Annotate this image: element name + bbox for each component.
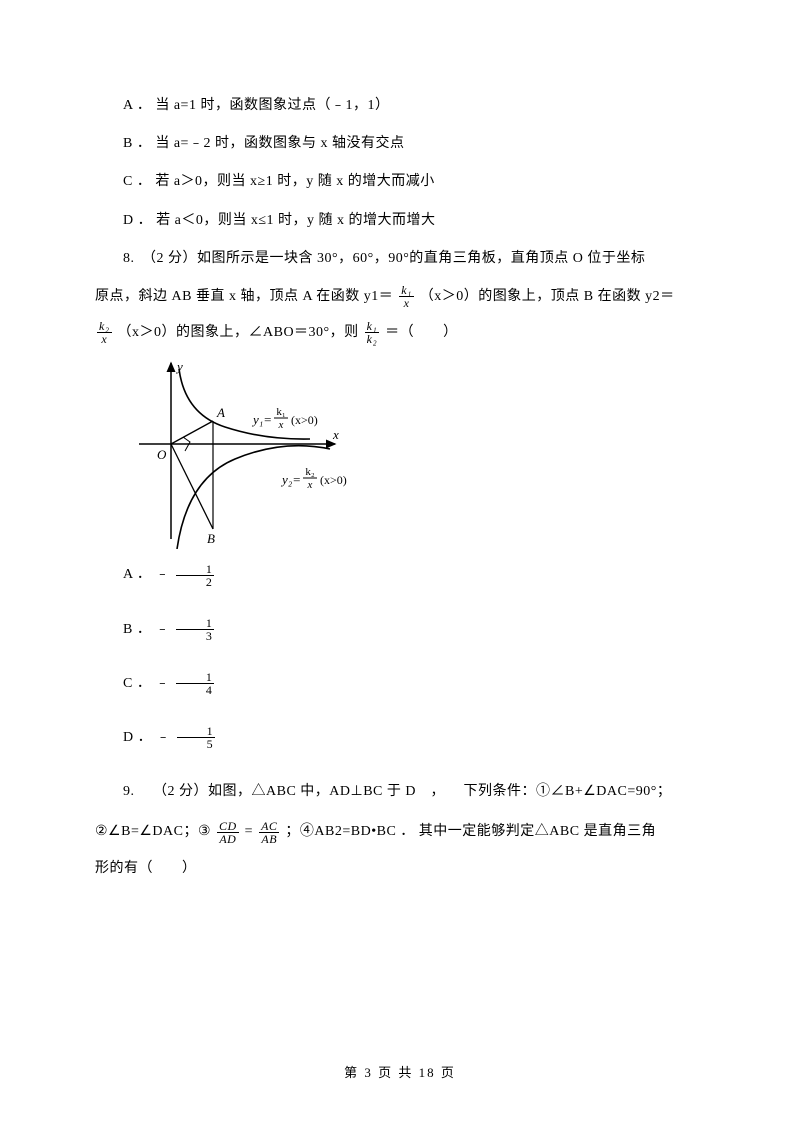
curve2-label-b: (x>0)	[320, 473, 347, 487]
q8-opt-c-frac: 1 4	[176, 671, 215, 696]
option-c: C ． 若 a＞0，则当 x≥1 时，y 随 x 的增大而减小	[95, 166, 705, 198]
q8-opt-a-frac: 1 2	[176, 563, 215, 588]
q8-stem-line2-a: 原点，斜边 AB 垂直 x 轴，顶点 A 在函数 y1＝	[95, 289, 397, 304]
frac-k1-k2: k₁ k₂	[365, 320, 380, 345]
frac-den: 3	[176, 630, 215, 642]
frac-den: 5	[177, 738, 216, 750]
frac-den: AD	[217, 833, 239, 845]
frac-den: k₂	[365, 333, 380, 345]
line-ob	[171, 444, 213, 529]
q9-stem-line2-c: ；④AB2=BD•BC ． 其中一定能够判定△ABC 是直角三角	[285, 824, 656, 839]
origin-label: O	[157, 447, 167, 462]
curve2-frac-num: k₂	[305, 466, 315, 478]
q9-stem-line2-a: ②∠B=∠DAC；③	[95, 824, 215, 839]
q8-figure-svg: y x O A B y₁= k₁ x (x>0) y₂= k₂ x (x>	[135, 359, 405, 549]
curve1-label: y₁= k₁ x (x>0)	[251, 406, 318, 431]
q8-opt-c-prefix: C ． ﹣	[123, 676, 170, 691]
curve-y2	[177, 446, 330, 549]
q8-option-a: A ． ﹣ 1 2	[95, 559, 705, 591]
option-a: A ． 当 a=1 时，函数图象过点（﹣1，1）	[95, 90, 705, 122]
curve1-label-b: (x>0)	[291, 413, 318, 427]
frac-k1-x: k₁ x	[399, 284, 414, 309]
q8-opt-a-prefix: A ． ﹣	[123, 567, 170, 582]
q8-opt-b-frac: 1 3	[176, 617, 215, 642]
q9-stem-line2: ②∠B=∠DAC；③ CD AD = AC AB ；④AB2=BD•BC ． 其…	[95, 814, 705, 849]
label-a: A	[216, 405, 225, 420]
frac-num: AC	[259, 820, 279, 833]
label-b: B	[207, 531, 215, 546]
q8-stem-line2: 原点，斜边 AB 垂直 x 轴，顶点 A 在函数 y1＝ k₁ x （x＞0）的…	[95, 281, 705, 313]
curve2-label: y₂= k₂ x (x>0)	[280, 466, 347, 491]
q9-frac-cd-ad: CD AD	[217, 820, 239, 845]
q8-opt-b-prefix: B ． ﹣	[123, 622, 170, 637]
q8-stem-line3: k₂ x （x＞0）的图象上，∠ABO＝30°，则 k₁ k₂ ＝（ ）	[95, 317, 705, 349]
frac-den: AB	[259, 833, 279, 845]
curve1-frac-num: k₁	[276, 406, 286, 418]
frac-num: 1	[176, 617, 215, 630]
q8-stem-line2-b: （x＞0）的图象上，顶点 B 在函数 y2＝	[420, 289, 675, 304]
q8-stem-line1: 8. （2 分）如图所示是一块含 30°，60°，90°的直角三角板，直角顶点 …	[95, 243, 705, 275]
q8-option-c: C ． ﹣ 1 4	[95, 668, 705, 700]
q8-option-d: D ． ﹣ 1 5	[95, 722, 705, 754]
curve1-frac-den: x	[278, 419, 284, 431]
q8-stem-line3-a: （x＞0）的图象上，∠ABO＝30°，则	[118, 325, 363, 340]
frac-den: x	[399, 297, 414, 309]
q8-opt-d-frac: 1 5	[177, 725, 216, 750]
frac-num: 1	[176, 563, 215, 576]
frac-num: CD	[217, 820, 239, 833]
x-label: x	[332, 427, 339, 442]
curve2-label-a: y₂=	[280, 472, 301, 487]
frac-den: x	[97, 333, 112, 345]
option-d: D ． 若 a＜0，则当 x≤1 时，y 随 x 的增大而增大	[95, 205, 705, 237]
frac-den: 2	[176, 576, 215, 588]
curve2-frac-den: x	[307, 479, 313, 491]
q8-option-b: B ． ﹣ 1 3	[95, 614, 705, 646]
option-b: B ． 当 a=﹣2 时，函数图象与 x 轴没有交点	[95, 128, 705, 160]
q9-frac-ac-ab: AC AB	[259, 820, 279, 845]
frac-k2-x: k₂ x	[97, 320, 112, 345]
q8-figure: y x O A B y₁= k₁ x (x>0) y₂= k₂ x (x>	[135, 359, 405, 549]
line-oa	[171, 421, 213, 444]
page-footer: 第 3 页 共 18 页	[0, 1058, 800, 1088]
frac-den: 4	[176, 684, 215, 696]
q9-stem-line2-b: =	[245, 824, 257, 839]
curve1-label-a: y₁=	[251, 412, 272, 427]
q8-stem-line3-b: ＝（ ）	[385, 325, 458, 340]
q9-stem-line3: 形的有（ ）	[95, 853, 705, 885]
q9-stem-line1: 9. （2 分）如图，△ABC 中，AD⊥BC 于 D ， 下列条件：①∠B+∠…	[95, 776, 705, 808]
q8-opt-d-prefix: D ． ﹣	[123, 730, 171, 745]
